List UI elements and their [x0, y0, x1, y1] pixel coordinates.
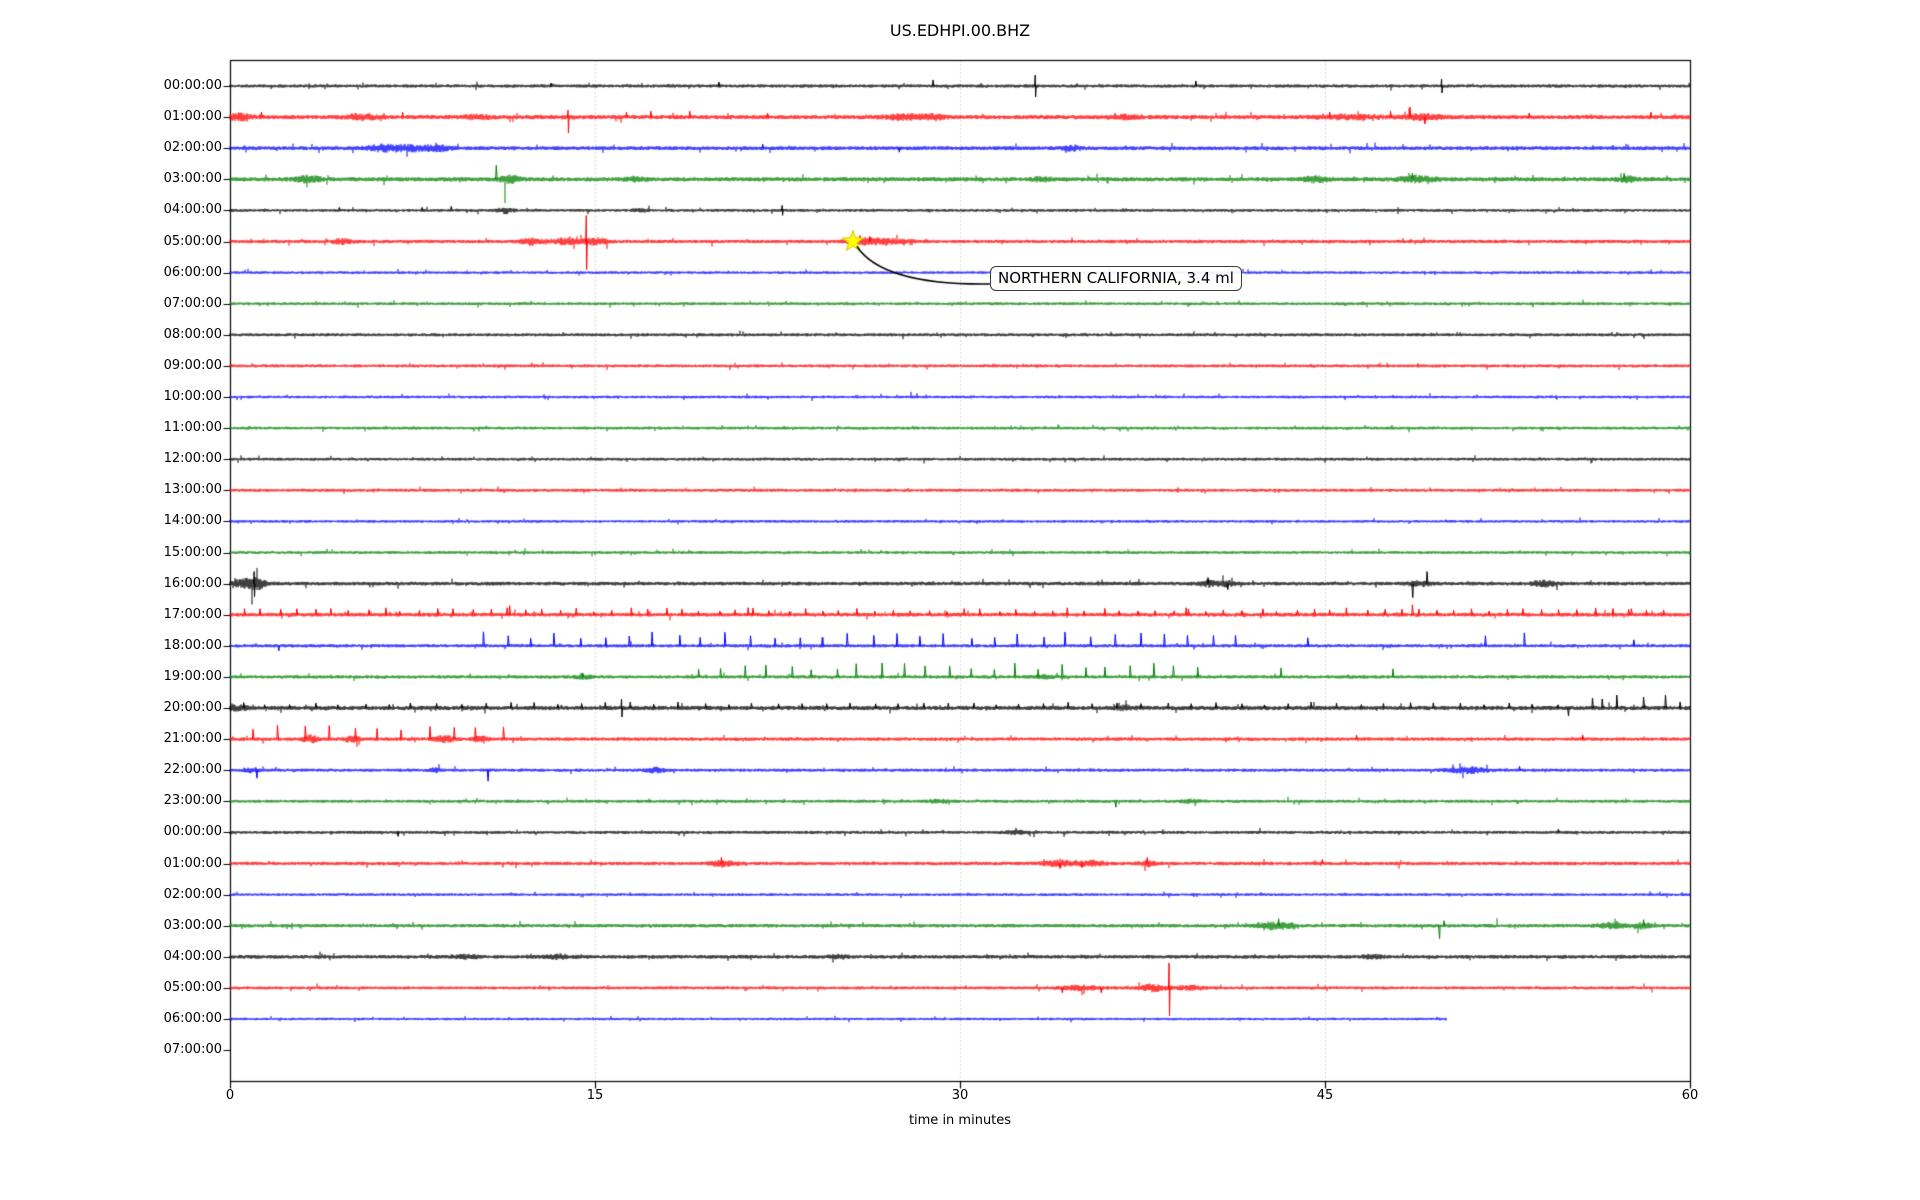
- x-tick-label-60: 60: [1681, 1088, 1699, 1103]
- x-tick-label-15: 15: [586, 1088, 604, 1103]
- row-label-200000: 20:00:00: [163, 700, 222, 715]
- row-label-100000: 10:00:00: [163, 389, 222, 404]
- row-label-080000: 08:00:00: [163, 326, 222, 342]
- row-label-170000: 17:00:00: [163, 606, 222, 622]
- row-label-000000: 00:00:00: [163, 824, 222, 840]
- x-tick-label-30: 30: [951, 1088, 969, 1103]
- row-label-010000: 01:00:00: [163, 855, 222, 871]
- row-label-070000: 07:00:00: [163, 295, 222, 311]
- x-axis-label: time in minutes: [908, 1113, 1012, 1128]
- row-label-070000: 07:00:00: [163, 1042, 222, 1058]
- row-label-020000: 02:00:00: [163, 886, 222, 902]
- row-label-120000: 12:00:00: [163, 451, 222, 467]
- row-label-220000: 22:00:00: [163, 762, 222, 778]
- row-label-020000: 02:00:00: [163, 140, 222, 156]
- row-label-110000: 11:00:00: [163, 420, 222, 436]
- row-label-060000: 06:00:00: [163, 1011, 222, 1026]
- row-label-050000: 05:00:00: [163, 233, 222, 249]
- row-label-040000: 04:00:00: [163, 948, 222, 964]
- row-label-140000: 14:00:00: [163, 513, 222, 529]
- event-annotation-label: NORTHERN CALIFORNIA, 3.4 ml: [990, 266, 1242, 291]
- row-label-190000: 19:00:00: [163, 668, 222, 684]
- row-label-210000: 21:00:00: [163, 731, 222, 747]
- chart-title: US.EDHPI.00.BHZ: [889, 21, 1031, 40]
- row-label-030000: 03:00:00: [163, 917, 222, 933]
- row-label-230000: 23:00:00: [163, 793, 222, 809]
- row-label-000000: 00:00:00: [163, 78, 222, 93]
- x-tick-label-0: 0: [225, 1088, 235, 1103]
- x-tick-label-45: 45: [1316, 1088, 1334, 1103]
- row-label-040000: 04:00:00: [163, 202, 222, 218]
- row-label-030000: 03:00:00: [163, 171, 222, 187]
- row-label-010000: 01:00:00: [163, 109, 222, 125]
- row-label-090000: 09:00:00: [163, 357, 222, 373]
- row-label-160000: 16:00:00: [163, 575, 222, 591]
- row-label-130000: 13:00:00: [163, 482, 222, 498]
- row-label-050000: 05:00:00: [163, 979, 222, 995]
- row-label-150000: 15:00:00: [163, 544, 222, 560]
- row-label-060000: 06:00:00: [163, 264, 222, 280]
- row-label-180000: 18:00:00: [163, 637, 222, 653]
